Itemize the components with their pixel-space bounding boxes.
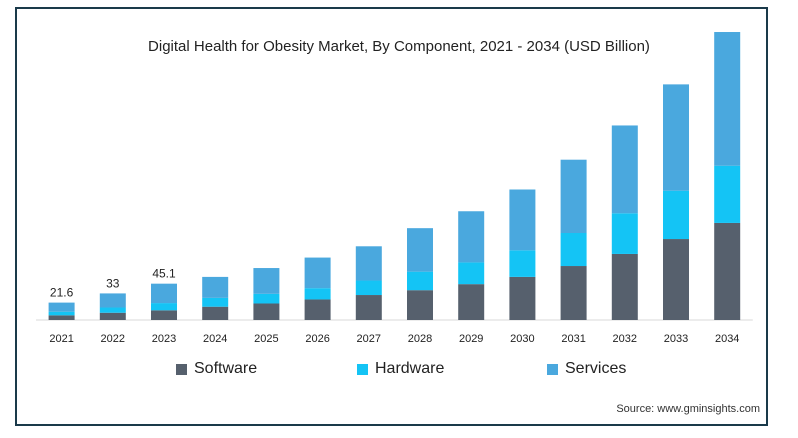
chart-title: Digital Health for Obesity Market, By Co… xyxy=(148,38,650,55)
bar-software-2024 xyxy=(202,306,229,320)
bar-services-2021 xyxy=(48,302,75,312)
bar-software-2027 xyxy=(355,295,382,320)
bar-software-2034 xyxy=(714,222,741,320)
bar-hardware-2028 xyxy=(407,271,433,291)
x-tick-label: 2028 xyxy=(408,333,432,345)
bar-software-2031 xyxy=(560,266,587,320)
bar-software-2026 xyxy=(304,299,331,320)
bar-hardware-2027 xyxy=(355,280,382,296)
bar-services-2025 xyxy=(253,268,280,294)
bar-services-2032 xyxy=(611,125,638,214)
x-tick-label: 2025 xyxy=(254,333,278,345)
bar-hardware-2021 xyxy=(48,311,75,316)
x-tick-label: 2023 xyxy=(152,333,176,345)
x-tick-label: 2034 xyxy=(715,333,739,345)
bar-hardware-2031 xyxy=(560,233,587,267)
bar-services-2034 xyxy=(714,32,741,166)
x-tick-label: 2024 xyxy=(203,333,227,345)
legend-swatch-services xyxy=(547,363,558,375)
bar-services-2028 xyxy=(407,228,433,272)
x-tick-label: 2027 xyxy=(357,333,381,345)
bar-services-2024 xyxy=(202,276,229,298)
legend-label-software: Software xyxy=(194,360,258,377)
legend-item-software: Software xyxy=(176,360,257,378)
bar-software-2030 xyxy=(509,276,536,320)
bar-services-2023 xyxy=(151,283,177,304)
bar-hardware-2024 xyxy=(202,297,229,307)
bar-services-2033 xyxy=(663,84,689,191)
bar-services-2026 xyxy=(304,257,331,289)
bar-software-2032 xyxy=(611,253,638,320)
bar-software-2033 xyxy=(663,239,689,320)
x-tick-label: 2029 xyxy=(459,333,483,345)
x-tick-label: 2031 xyxy=(561,333,585,345)
data-label-2022: 33 xyxy=(106,276,120,290)
legend-item-hardware: Hardware xyxy=(357,360,444,378)
bar-hardware-2034 xyxy=(714,165,741,223)
bar-software-2021 xyxy=(48,315,75,320)
bar-hardware-2022 xyxy=(99,307,126,313)
chart-frame xyxy=(15,7,768,426)
data-label-2021: 21.6 xyxy=(50,286,74,300)
bar-software-2023 xyxy=(151,310,177,320)
bar-services-2029 xyxy=(458,211,485,263)
data-label-2023: 45.1 xyxy=(152,267,176,281)
bar-services-2022 xyxy=(99,293,126,308)
bar-software-2025 xyxy=(253,303,280,320)
source-note: Source: www.gminsights.com xyxy=(616,403,760,415)
legend-swatch-software xyxy=(176,363,187,375)
legend-swatch-hardware xyxy=(357,363,368,375)
bar-software-2022 xyxy=(99,312,126,320)
legend-label-hardware: Hardware xyxy=(375,360,445,377)
x-tick-label: 2032 xyxy=(613,333,637,345)
x-tick-label: 2021 xyxy=(49,333,73,345)
bar-hardware-2030 xyxy=(509,250,536,277)
bar-hardware-2025 xyxy=(253,293,280,304)
bar-hardware-2023 xyxy=(151,303,177,311)
bar-hardware-2026 xyxy=(304,288,331,300)
bar-services-2027 xyxy=(355,246,382,281)
bar-hardware-2032 xyxy=(611,213,638,254)
x-tick-label: 2026 xyxy=(305,333,329,345)
bar-services-2030 xyxy=(509,189,536,251)
bar-hardware-2033 xyxy=(663,190,689,240)
x-tick-label: 2033 xyxy=(664,333,688,345)
legend-label-services: Services xyxy=(565,360,627,377)
bar-services-2031 xyxy=(560,159,587,233)
legend-item-services: Services xyxy=(547,360,626,378)
bar-hardware-2029 xyxy=(458,262,485,285)
bar-software-2028 xyxy=(407,290,433,320)
x-tick-label: 2030 xyxy=(510,333,534,345)
bar-software-2029 xyxy=(458,284,485,320)
x-tick-label: 2022 xyxy=(101,333,125,345)
